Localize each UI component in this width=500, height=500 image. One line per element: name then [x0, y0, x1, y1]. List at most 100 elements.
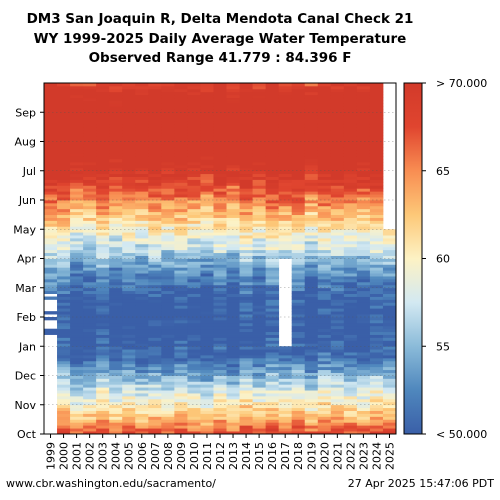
heatmap-cell [83, 352, 97, 356]
heatmap-cell [109, 261, 123, 265]
heatmap-cell [278, 150, 293, 154]
heatmap-cell [213, 167, 227, 172]
heatmap-cell [174, 141, 188, 145]
heatmap-cell [356, 135, 371, 139]
heatmap-cell [239, 94, 253, 99]
heatmap-cell [200, 258, 214, 262]
heatmap-cell [187, 355, 201, 359]
heatmap-cell [291, 200, 306, 204]
heatmap-cell [304, 276, 319, 280]
heatmap-cell [226, 229, 240, 233]
heatmap-cell [356, 200, 371, 204]
heatmap-cell [291, 311, 306, 315]
heatmap-cell [278, 235, 293, 239]
heatmap-cell [356, 425, 371, 429]
heatmap-cell [148, 246, 162, 251]
heatmap-cell [213, 112, 227, 116]
heatmap-cell [265, 360, 280, 365]
heatmap-cell [291, 235, 306, 239]
heatmap-cell [174, 208, 188, 213]
heatmap-cell [200, 115, 214, 119]
heatmap-cell [44, 246, 58, 251]
heatmap-cell [148, 88, 162, 93]
heatmap-cell [96, 278, 110, 283]
heatmap-cell [44, 109, 58, 113]
heatmap-cell [226, 103, 240, 107]
heatmap-cell [174, 156, 188, 160]
heatmap-cell [330, 334, 345, 338]
heatmap-cell [83, 322, 97, 327]
heatmap-cell [291, 106, 306, 110]
heatmap-cell [213, 156, 227, 160]
heatmap-cell [161, 232, 175, 236]
heatmap-cell [304, 287, 319, 292]
heatmap-cell [317, 334, 332, 338]
heatmap-cell [330, 153, 345, 157]
heatmap-cell [135, 129, 149, 134]
heatmap-cell [317, 398, 332, 403]
heatmap-cell [135, 314, 149, 318]
heatmap-cell [252, 352, 267, 356]
heatmap-cell [83, 293, 97, 297]
heatmap-cell [161, 407, 175, 411]
heatmap-cell [213, 296, 227, 300]
heatmap-cell [70, 170, 84, 175]
heatmap-cell [304, 179, 319, 183]
heatmap-cell [44, 200, 58, 204]
heatmap-cell [57, 129, 71, 134]
heatmap-cell [304, 404, 319, 409]
heatmap-cell [239, 311, 253, 315]
heatmap-cell [109, 314, 123, 318]
heatmap-cell [356, 413, 371, 417]
heatmap-cell [265, 182, 280, 186]
heatmap-cell [226, 419, 240, 423]
heatmap-cell [213, 276, 227, 280]
heatmap-cell [70, 112, 84, 116]
heatmap-cell [83, 255, 97, 259]
heatmap-cell [135, 240, 149, 245]
heatmap-cell [213, 173, 227, 177]
heatmap-cell [200, 197, 214, 201]
heatmap-cell [200, 398, 214, 403]
heatmap-cell [83, 267, 97, 271]
heatmap-cell [122, 314, 136, 318]
x-tick-label-2007: 2007 [149, 442, 162, 470]
y-tick-label-jan: Jan [18, 340, 36, 353]
heatmap-cell [213, 290, 227, 294]
heatmap-cell [70, 398, 84, 403]
heatmap-cell [226, 258, 240, 262]
heatmap-cell [135, 185, 149, 189]
heatmap-cell [109, 290, 123, 294]
heatmap-cell [148, 150, 162, 154]
source-url[interactable]: www.cbr.washington.edu/sacramento/ [6, 477, 216, 490]
heatmap-cell [278, 249, 293, 254]
heatmap-cell [70, 413, 84, 417]
heatmap-cell [213, 226, 227, 230]
heatmap-cell [317, 191, 332, 195]
heatmap-cell [252, 261, 267, 265]
heatmap-cell [330, 167, 345, 172]
heatmap-cell [70, 188, 84, 192]
heatmap-cell [343, 97, 358, 101]
heatmap-cell [317, 416, 332, 420]
heatmap-cell [239, 287, 253, 292]
heatmap-cell [330, 378, 345, 382]
heatmap-cell [278, 401, 293, 406]
heatmap-cell [148, 164, 162, 169]
heatmap-cell [44, 232, 58, 236]
heatmap-cell [200, 240, 214, 245]
heatmap-cell [226, 398, 240, 403]
heatmap-cell [343, 293, 358, 297]
heatmap-cell [187, 159, 201, 163]
heatmap-cell [70, 308, 84, 312]
heatmap-cell [317, 118, 332, 122]
heatmap-cell [200, 191, 214, 195]
heatmap-cell [70, 238, 84, 242]
heatmap-cell [213, 331, 227, 335]
heatmap-cell [44, 290, 58, 294]
heatmap-cell [226, 296, 240, 300]
heatmap-cell [161, 416, 175, 420]
heatmap-cell [135, 220, 149, 224]
heatmap-cell [70, 404, 84, 409]
heatmap-cell [382, 305, 396, 309]
